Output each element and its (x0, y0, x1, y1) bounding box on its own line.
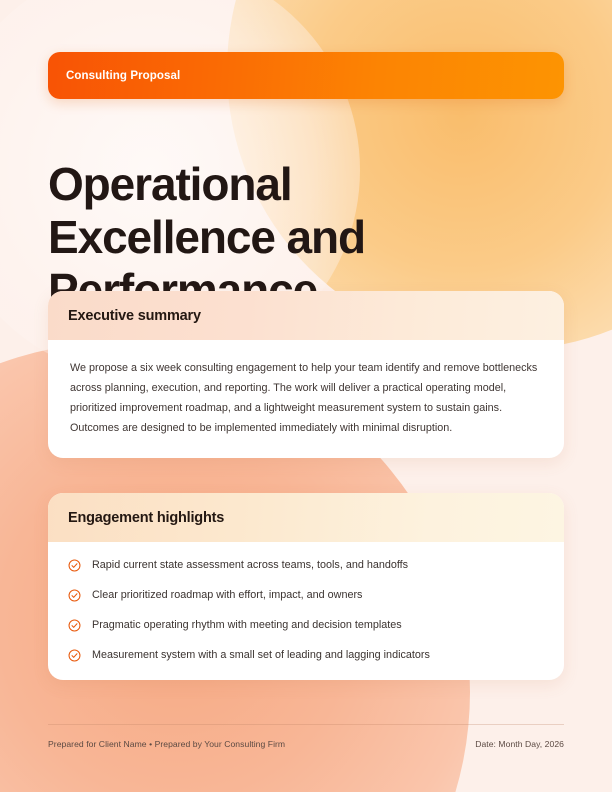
executive-summary-card: Executive summary We propose a six week … (48, 291, 564, 458)
footer-date: Date: Month Day, 2026 (475, 739, 564, 749)
page-title: Operational Excellence and Performance (48, 157, 366, 316)
proposal-type-badge: Consulting Proposal (48, 52, 564, 99)
list-item-label: Measurement system with a small set of l… (92, 648, 430, 661)
executive-summary-header: Executive summary (48, 291, 564, 340)
check-circle-icon (68, 559, 81, 572)
footer-prepared-by: Prepared for Client Name • Prepared by Y… (48, 739, 286, 749)
executive-summary-body: We propose a six week consulting engagem… (48, 340, 564, 458)
list-item: Rapid current state assessment across te… (48, 550, 564, 580)
engagement-highlights-card: Engagement highlights Rapid current stat… (48, 493, 564, 680)
list-item: Measurement system with a small set of l… (48, 640, 564, 670)
engagement-highlights-heading: Engagement highlights (68, 509, 225, 526)
list-item-label: Rapid current state assessment across te… (92, 558, 409, 571)
check-circle-icon (68, 619, 81, 632)
executive-summary-text: We propose a six week consulting engagem… (70, 362, 538, 434)
list-item-label: Clear prioritized roadmap with effort, i… (92, 588, 363, 601)
list-item: Pragmatic operating rhythm with meeting … (48, 610, 564, 640)
engagement-highlights-header: Engagement highlights (48, 493, 564, 542)
badge-label: Consulting Proposal (66, 69, 181, 82)
check-circle-icon (68, 649, 81, 662)
list-item-label: Pragmatic operating rhythm with meeting … (92, 618, 402, 631)
engagement-highlights-list: Rapid current state assessment across te… (48, 542, 564, 680)
check-circle-icon (68, 589, 81, 602)
footer-divider (48, 724, 564, 725)
page-footer: Prepared for Client Name • Prepared by Y… (48, 739, 564, 749)
executive-summary-heading: Executive summary (68, 307, 201, 324)
list-item: Clear prioritized roadmap with effort, i… (48, 580, 564, 610)
